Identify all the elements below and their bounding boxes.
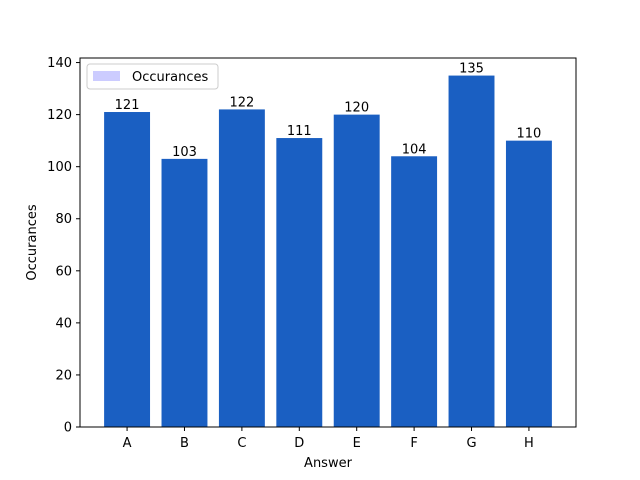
plot-frame xyxy=(79,57,577,428)
data-label-B: 103 xyxy=(172,145,197,160)
bars-group xyxy=(104,75,552,428)
y-axis-label: Occurances xyxy=(25,204,40,280)
y-tick-label-140: 140 xyxy=(47,56,72,71)
bar-F xyxy=(391,156,438,427)
x-tick-label-A: A xyxy=(123,436,132,451)
x-tick-label-F: F xyxy=(410,436,417,451)
legend-label: Occurances xyxy=(132,70,208,85)
bar-B xyxy=(161,158,208,427)
x-tick-label-G: G xyxy=(466,436,476,451)
y-tick-label-60: 60 xyxy=(55,264,72,279)
x-tick-label-E: E xyxy=(353,436,361,451)
x-tick-label-D: D xyxy=(294,436,304,451)
bar-A xyxy=(104,112,151,428)
legend-box xyxy=(86,63,219,90)
data-label-G: 135 xyxy=(459,62,484,77)
data-label-A: 121 xyxy=(115,98,140,113)
x-axis: A B C D E F G H xyxy=(123,427,534,451)
y-tick-label-100: 100 xyxy=(47,160,72,175)
data-label-C: 122 xyxy=(229,95,254,110)
bar-C xyxy=(218,109,265,428)
x-tick-label-H: H xyxy=(524,436,534,451)
bar-G xyxy=(448,75,495,428)
bar-E xyxy=(333,114,380,427)
y-tick-label-120: 120 xyxy=(47,108,72,123)
x-tick-label-C: C xyxy=(237,436,246,451)
y-tick-label-40: 40 xyxy=(55,316,72,331)
data-label-E: 120 xyxy=(344,101,369,116)
bar-D xyxy=(276,138,323,428)
legend: Occurances xyxy=(86,63,219,90)
data-label-H: 110 xyxy=(517,127,542,142)
data-labels-group: 121 103 122 111 120 104 135 110 xyxy=(115,62,542,160)
x-tick-label-B: B xyxy=(180,436,189,451)
data-label-F: 104 xyxy=(402,142,427,157)
bar-H xyxy=(505,140,552,427)
y-axis: 0 20 40 60 80 100 120 140 xyxy=(47,56,80,436)
data-label-D: 111 xyxy=(287,124,312,139)
legend-swatch xyxy=(93,71,120,81)
y-tick-label-0: 0 xyxy=(64,421,72,436)
y-tick-label-80: 80 xyxy=(55,212,72,227)
y-tick-label-20: 20 xyxy=(55,368,72,383)
x-axis-label: Answer xyxy=(304,456,353,471)
